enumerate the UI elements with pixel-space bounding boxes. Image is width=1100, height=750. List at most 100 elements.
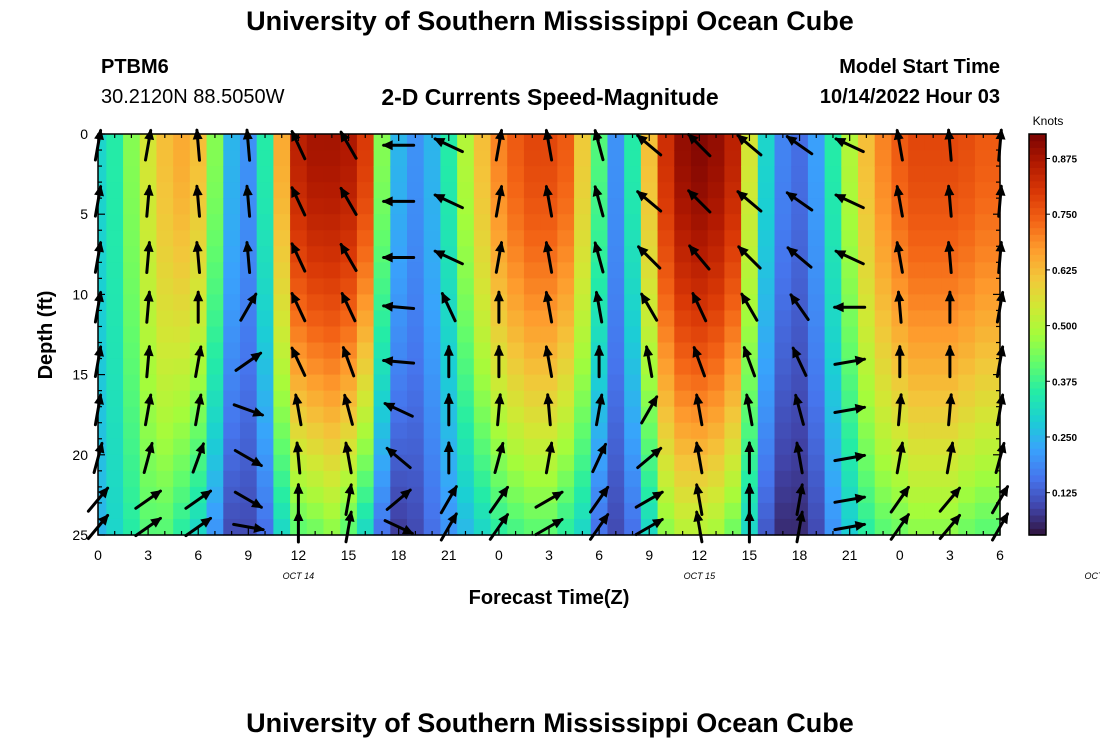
heatmap-cell (256, 262, 274, 279)
current-arrow (342, 393, 354, 426)
heatmap-cell (741, 150, 759, 167)
heatmap-cell (657, 166, 675, 183)
heatmap-cell (557, 230, 575, 247)
current-arrow (893, 184, 904, 218)
heatmap-cell (423, 390, 442, 408)
heatmap-cell (974, 230, 993, 247)
date-label: OCT 15 (684, 571, 717, 581)
heatmap-cell (123, 326, 141, 344)
heatmap-cell (457, 278, 475, 295)
heatmap-cell (457, 310, 475, 328)
heatmap-cell (273, 214, 291, 231)
current-arrow (634, 490, 664, 509)
heatmap-cell (724, 262, 742, 279)
heatmap-cell (674, 454, 692, 472)
heatmap-cell (874, 278, 893, 295)
current-arrow (785, 191, 814, 212)
current-arrow (494, 240, 505, 274)
heatmap-cell (841, 470, 859, 488)
heatmap-cell (407, 502, 425, 520)
heatmap-cell (256, 470, 274, 488)
current-arrow (543, 345, 554, 378)
heatmap-cell (356, 518, 375, 536)
heatmap-cell (707, 390, 725, 408)
heatmap-cell (540, 150, 558, 167)
heatmap-cell (707, 326, 725, 344)
heatmap-cell (557, 278, 575, 295)
heatmap-cell (874, 486, 893, 504)
colorbar-cell (1029, 488, 1046, 496)
heatmap-cell (690, 198, 709, 215)
colorbar-cell (1029, 494, 1046, 503)
heatmap-cell (874, 214, 893, 231)
heatmap-cell (206, 502, 224, 520)
heatmap-cell (323, 230, 341, 247)
heatmap-cell (858, 470, 876, 488)
heatmap-cell (98, 358, 107, 376)
heatmap-cell (657, 438, 675, 456)
current-arrow (591, 442, 607, 474)
heatmap-cell (373, 182, 391, 199)
heatmap-cell (791, 374, 809, 392)
heatmap-cell (958, 438, 976, 456)
heatmap-cell (356, 230, 375, 247)
heatmap-cell (256, 150, 274, 167)
heatmap-cell (958, 214, 976, 231)
heatmap-cell (106, 134, 124, 151)
heatmap-cell (123, 358, 141, 376)
heatmap-cell (156, 454, 174, 472)
heatmap-cell (924, 342, 943, 360)
heatmap-cell (757, 134, 776, 151)
heatmap-cell (557, 294, 575, 312)
heatmap-cell (273, 470, 291, 488)
heatmap-cell (974, 166, 993, 183)
heatmap-cell (457, 502, 475, 520)
heatmap-cell (874, 230, 893, 247)
heatmap-cell (273, 278, 291, 295)
heatmap-cell (106, 390, 124, 408)
heatmap-cell (624, 278, 642, 295)
heatmap-cell (407, 278, 425, 295)
heatmap-cell (924, 454, 943, 472)
heatmap-cell (690, 166, 709, 183)
heatmap-cell (223, 310, 241, 328)
heatmap-cell (156, 438, 174, 456)
date-label: OCT 14 (283, 571, 315, 581)
heatmap-cell (407, 310, 425, 328)
heatmap-cell (574, 486, 592, 504)
heatmap-cell (974, 214, 993, 231)
heatmap-cell (791, 214, 809, 231)
heatmap-cell (523, 374, 542, 392)
heatmap-cell (457, 230, 475, 247)
heatmap-cell (256, 326, 274, 344)
current-arrow (637, 245, 662, 270)
heatmap-cell (858, 134, 876, 151)
heatmap-cell (657, 518, 675, 536)
heatmap-cell (607, 470, 625, 488)
heatmap-cell (874, 454, 893, 472)
heatmap-cell (958, 310, 976, 328)
heatmap-cell (98, 166, 107, 183)
heatmap-cell (490, 278, 508, 295)
heatmap-cell (356, 342, 375, 360)
heatmap-cell (106, 470, 124, 488)
heatmap-cell (908, 262, 926, 279)
heatmap-cell (173, 230, 191, 247)
heatmap-cell (390, 246, 408, 263)
heatmap-cell (273, 518, 291, 536)
heatmap-cell (156, 134, 174, 151)
heatmap-cell (373, 342, 391, 360)
heatmap-cell (356, 246, 375, 263)
heatmap-cell (791, 230, 809, 247)
current-arrow (143, 344, 154, 379)
heatmap-cell (273, 326, 291, 344)
x-tick-label: 3 (144, 547, 152, 563)
heatmap-cell (991, 486, 1001, 504)
heatmap-cell (590, 214, 609, 231)
heatmap-cell (123, 294, 141, 312)
current-arrow (344, 510, 355, 544)
heatmap-cell (507, 518, 525, 536)
heatmap-cell (607, 262, 625, 279)
heatmap-cell (607, 230, 625, 247)
heatmap-cell (156, 230, 174, 247)
